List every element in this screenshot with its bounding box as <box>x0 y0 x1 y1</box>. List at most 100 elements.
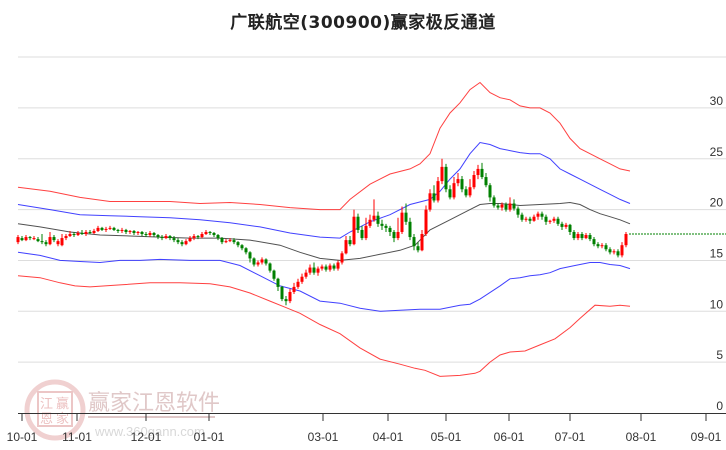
candle-down <box>392 231 396 239</box>
watermark: 江 赢 恩 家 赢家江恩软件 www.360gann.com <box>24 379 220 441</box>
candle-up <box>76 232 80 236</box>
candle-up <box>600 245 604 247</box>
candle-down <box>240 245 244 249</box>
candle-down <box>264 259 268 264</box>
candle-down <box>324 266 328 270</box>
candle-down <box>540 213 544 217</box>
candle-down <box>116 229 120 231</box>
candle-down <box>160 237 164 239</box>
candle-up <box>260 259 264 263</box>
candle-down <box>268 263 272 271</box>
candle-up <box>364 225 368 239</box>
candle-down <box>408 221 412 238</box>
candle-down <box>580 234 584 239</box>
candle-up <box>224 241 228 243</box>
candle-up <box>452 183 456 198</box>
candle-up <box>108 227 112 229</box>
candle-up <box>316 268 320 273</box>
candle-down <box>604 245 608 250</box>
candle-down <box>196 236 200 238</box>
candle-down <box>220 238 224 243</box>
candle-up <box>24 237 28 241</box>
candle-up <box>340 253 344 263</box>
candle-down <box>208 231 212 233</box>
candle-down <box>216 235 220 239</box>
candle-down <box>360 229 364 239</box>
candle-up <box>32 238 36 240</box>
x-axis: 10-01 11-01 12-01 01-01 03-01 04-01 05-01 06-01… <box>7 413 726 444</box>
candle-up <box>372 215 376 220</box>
candle-up <box>624 234 628 246</box>
candle-down <box>464 189 468 196</box>
candle-up <box>120 229 124 231</box>
candle-up <box>500 204 504 208</box>
band-lower-inner <box>17 251 631 312</box>
candle-down <box>384 225 388 228</box>
candle-down <box>484 177 488 186</box>
candle-up <box>328 265 332 270</box>
candle-down <box>244 248 248 253</box>
candle-down <box>572 231 576 239</box>
candle-up <box>92 230 96 233</box>
candle-down <box>168 236 172 239</box>
x-tick-label: 10-01 <box>7 430 38 444</box>
candle-down <box>272 270 276 279</box>
candle-down <box>616 251 620 256</box>
candle-down <box>608 249 612 253</box>
candle-up <box>204 231 208 235</box>
candle-down <box>312 267 316 273</box>
x-tick-label: 01-01 <box>194 430 225 444</box>
band-upper-inner <box>17 141 631 239</box>
x-tick-label: 08-01 <box>626 430 657 444</box>
candle-up <box>96 227 100 231</box>
candle-up <box>536 213 540 217</box>
watermark-seal-icon <box>24 379 86 441</box>
candle-up <box>400 212 404 232</box>
candle-up <box>508 203 512 210</box>
candle-up <box>320 266 324 269</box>
y-tick-label: 10 <box>710 297 724 311</box>
candle-up <box>308 267 312 273</box>
candle-up <box>436 181 440 201</box>
candle-up <box>64 236 68 239</box>
candle-down <box>416 246 420 251</box>
candle-up <box>476 168 480 176</box>
x-tick-label: 06-01 <box>494 430 525 444</box>
candle-down <box>444 166 448 190</box>
candle-down <box>80 232 84 235</box>
candle-down <box>236 242 240 246</box>
x-tick-label: 11-01 <box>62 430 92 444</box>
candle-up <box>60 238 64 246</box>
candle-down <box>596 244 600 247</box>
candle-down <box>156 235 160 238</box>
candle-down <box>276 278 280 287</box>
candle-up <box>164 236 168 239</box>
candle-down <box>252 258 256 265</box>
watermark-seal-char: 江 <box>40 397 53 412</box>
y-tick-label: 25 <box>710 145 724 159</box>
candle-down <box>388 227 392 232</box>
candle-down <box>568 224 572 232</box>
y-tick-label: 5 <box>716 348 723 362</box>
x-tick-label: 04-01 <box>373 430 404 444</box>
candle-down <box>44 242 48 245</box>
candle-down <box>512 203 516 209</box>
y-tick-label: 0 <box>716 399 723 413</box>
candle-down <box>556 218 560 224</box>
candle-down <box>152 232 156 236</box>
candle-down <box>124 229 128 232</box>
candle-down <box>560 223 564 227</box>
band-middle <box>17 201 631 261</box>
candle-down <box>100 227 104 230</box>
candle-down <box>380 223 384 226</box>
candle-up <box>148 232 152 236</box>
candle-up <box>304 272 308 277</box>
x-tick-label: 03-01 <box>308 430 339 444</box>
candle-up <box>352 216 356 245</box>
candle-down <box>72 234 76 236</box>
candle-up <box>456 179 460 184</box>
candle-up <box>296 281 300 287</box>
candle-up <box>184 241 188 245</box>
chart-title: 广联航空(300900)赢家极反通道 <box>230 13 496 33</box>
candle-up <box>128 230 132 232</box>
